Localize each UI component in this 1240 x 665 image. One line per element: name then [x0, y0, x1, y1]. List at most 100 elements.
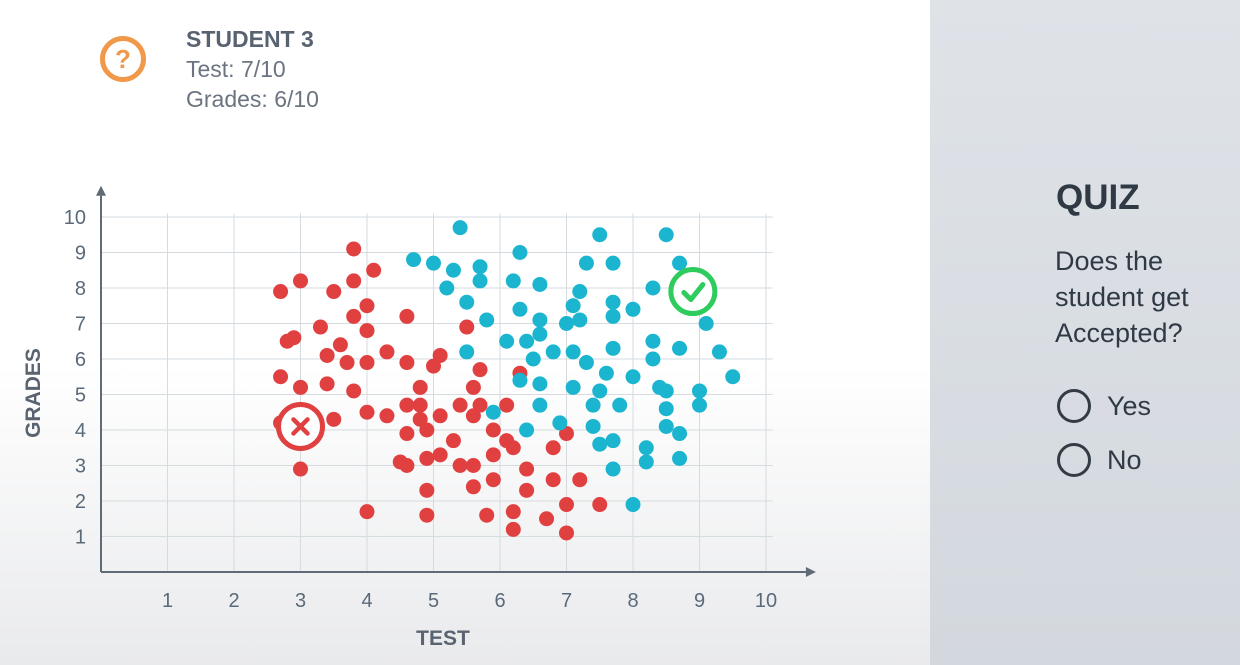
blue-point: [512, 301, 528, 317]
blue-point: [711, 344, 727, 360]
red-point: [346, 383, 362, 399]
x-tick-label: 3: [295, 590, 306, 612]
blue-point: [565, 298, 581, 314]
student-title: STUDENT 3: [186, 26, 314, 52]
x-tick-label: 6: [494, 590, 505, 612]
red-point: [326, 284, 342, 300]
blue-point: [725, 369, 741, 385]
red-point: [452, 397, 468, 413]
blue-point: [672, 450, 688, 466]
red-point: [419, 507, 435, 523]
blue-point: [585, 397, 601, 413]
yes-radio[interactable]: [1057, 389, 1091, 423]
rejected-marker-icon: [276, 401, 325, 451]
blue-point: [658, 383, 674, 399]
blue-point: [672, 255, 688, 271]
blue-point: [426, 255, 441, 271]
y-tick-label: 2: [75, 491, 86, 513]
student-grades-score: Grades: 6/10: [186, 86, 319, 112]
blue-point: [605, 308, 621, 324]
red-point: [505, 521, 521, 537]
red-point: [545, 472, 561, 488]
student-test-score: Test: 7/10: [186, 56, 286, 82]
blue-point: [459, 294, 475, 310]
x-tick-label: 9: [694, 590, 705, 612]
blue-point: [592, 436, 608, 452]
blue-point: [525, 351, 541, 367]
red-point: [346, 308, 362, 324]
option-no[interactable]: No: [1057, 443, 1142, 477]
y-tick-label: 9: [75, 243, 86, 265]
blue-point: [452, 220, 468, 236]
red-point: [399, 355, 415, 371]
blue-point: [479, 312, 495, 328]
red-point: [412, 379, 428, 395]
red-point: [419, 450, 435, 466]
blue-point: [625, 369, 641, 385]
blue-point: [512, 245, 528, 260]
red-point: [419, 422, 435, 438]
red-point: [293, 461, 308, 477]
red-point: [499, 397, 515, 413]
quiz-title: QUIZ: [1056, 178, 1140, 217]
x-axis-title: TEST: [416, 627, 470, 650]
blue-point: [532, 397, 548, 413]
blue-point: [578, 355, 594, 371]
blue-point: [605, 433, 621, 449]
red-point: [359, 355, 375, 371]
red-point: [472, 362, 488, 378]
red-point: [319, 376, 335, 392]
red-point: [419, 482, 435, 498]
blue-point: [605, 461, 621, 477]
red-point: [293, 379, 308, 395]
blue-point: [545, 344, 561, 360]
blue-point: [565, 379, 581, 395]
red-point: [485, 447, 501, 463]
blue-point: [519, 333, 535, 349]
blue-point: [559, 316, 574, 331]
red-point: [479, 507, 495, 523]
y-tick-label: 6: [75, 349, 86, 371]
blue-point: [625, 301, 641, 317]
blue-point: [645, 280, 661, 296]
red-point: [273, 369, 289, 385]
blue-point: [612, 397, 628, 413]
red-point: [539, 511, 555, 527]
red-point: [399, 308, 415, 324]
option-yes-label: Yes: [1107, 390, 1152, 421]
blue-point: [472, 259, 488, 275]
red-point: [359, 404, 375, 420]
red-point: [326, 411, 342, 427]
no-radio[interactable]: [1057, 443, 1091, 477]
student-info: STUDENT 3 Test: 7/10 Grades: 6/10: [186, 24, 319, 114]
red-point: [293, 273, 308, 289]
chart-points: [273, 220, 741, 541]
blue-point: [645, 351, 661, 367]
blue-point: [552, 415, 568, 431]
red-point: [379, 344, 395, 360]
blue-point: [519, 422, 535, 438]
accepted-check-icon: [668, 267, 718, 317]
blue-point: [532, 276, 548, 292]
red-point: [346, 241, 362, 257]
blue-point: [499, 333, 515, 349]
option-yes[interactable]: Yes: [1057, 389, 1151, 423]
blue-point: [592, 383, 608, 399]
blue-point: [532, 376, 548, 392]
blue-point: [645, 333, 661, 349]
red-point: [426, 358, 441, 374]
check-stroke: [681, 282, 706, 303]
red-point: [359, 323, 375, 339]
y-tick-label: 4: [75, 420, 86, 442]
blue-point: [406, 252, 422, 268]
red-point: [445, 433, 461, 449]
blue-point: [505, 273, 521, 289]
blue-point: [512, 372, 528, 388]
red-point: [366, 262, 382, 278]
blue-point: [692, 383, 707, 399]
x-axis-arrow: [805, 567, 816, 577]
red-point: [559, 497, 574, 513]
x-tick-label: 7: [561, 590, 572, 612]
red-point: [559, 525, 574, 541]
blue-point: [598, 365, 614, 381]
